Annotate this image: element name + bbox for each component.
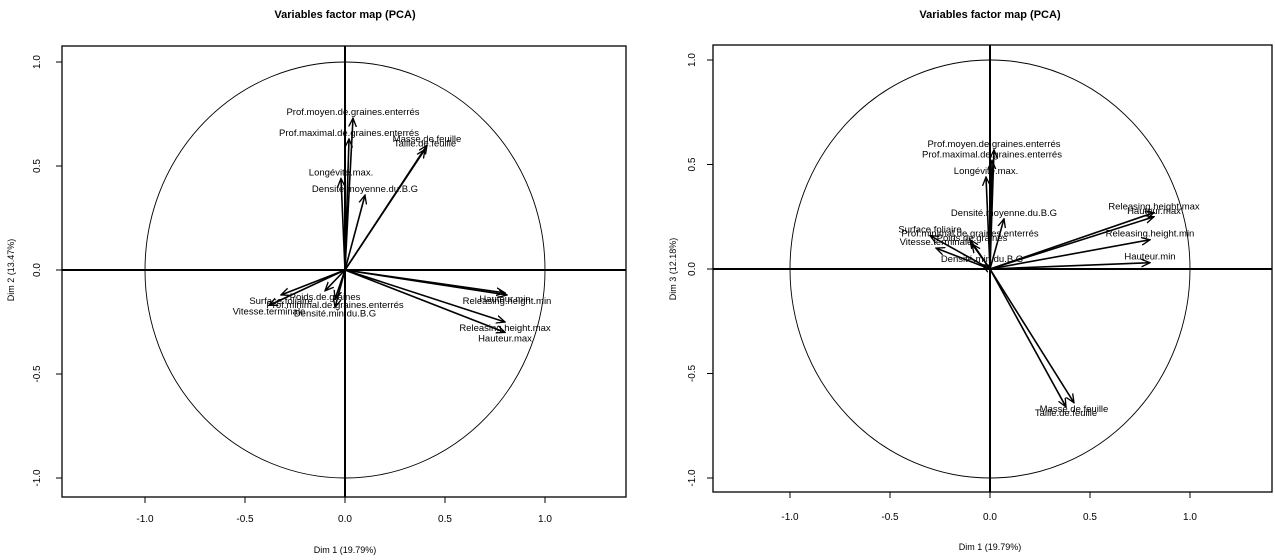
label-prof-maximal-de-graines-enterr-s: Prof.maximal.de.graines.enterrés <box>922 149 1062 160</box>
arrow-releasing-height-min <box>989 240 1150 270</box>
label-releasing-height-min: Releasing.height.min <box>1106 229 1195 240</box>
label-long-vit-max: Longévité.max. <box>309 167 373 178</box>
label-releasing-height-max: Releasing.height.max <box>459 323 551 334</box>
x-axis-label: Dim 1 (19.79%) <box>959 542 1022 552</box>
label-releasing-height-max: Releasing.height.max <box>1108 202 1200 213</box>
arrow-hauteur-max <box>344 269 505 332</box>
y-tick-label: 0.0 <box>687 262 698 276</box>
y-axis-label: Dim 2 (13.47%) <box>6 239 16 302</box>
arrow-densit-moyenne-du-b-g <box>344 195 365 271</box>
label-vitesse-terminale: Vitesse.terminale <box>233 306 306 317</box>
y-tick-label: -0.5 <box>687 364 698 382</box>
label-densit-min-du-b-g: Densité.min.du.B.G <box>294 308 376 319</box>
x-tick-label: 0.5 <box>1083 512 1097 523</box>
arrow-long-vit-max <box>341 178 345 271</box>
chart-title: Variables factor map (PCA) <box>919 9 1061 21</box>
arrow-taille-de-feuille <box>989 268 1066 407</box>
x-axis-label: Dim 1 (19.79%) <box>314 545 377 555</box>
y-tick-label: 1.0 <box>32 55 43 69</box>
x-tick-label: -1.0 <box>136 514 154 525</box>
arrow-densit-min-du-b-g <box>982 265 990 269</box>
arrow-hauteur-max <box>989 217 1154 270</box>
y-tick-label: -1.0 <box>687 469 698 487</box>
arrow-poids-de-graines <box>325 269 346 291</box>
label-prof-moyen-de-graines-enterr-s: Prof.moyen.de.graines.enterrés <box>927 139 1060 150</box>
x-tick-label: 1.0 <box>538 514 552 525</box>
label-densit-moyenne-du-b-g: Densité.moyenne.du.B.G <box>312 184 418 195</box>
y-tick-label: -0.5 <box>32 365 43 383</box>
pca-panel-dim1-dim2: Variables factor map (PCA) -1.0 -0.5 0.0 0.5… <box>6 9 627 555</box>
label-surface-foliaire: Surface.foliaire <box>249 296 312 307</box>
x-tick-label: -0.5 <box>236 514 254 525</box>
y-tick-label: 0.5 <box>687 157 698 171</box>
label-releasing-height-min: Releasing.height.min <box>463 296 552 307</box>
label-masse-de-feuille: Masse.de.feuille <box>1040 404 1109 415</box>
arrow-vitesse-terminale <box>269 269 346 307</box>
label-surface-foliaire: Surface.foliaire <box>898 225 961 236</box>
arrow-prof-maximal-de-graines-enterr-s <box>344 139 349 271</box>
arrow-surface-foliaire <box>930 236 991 270</box>
arrow-releasing-height-min <box>344 269 507 295</box>
label-hauteur-max: Hauteur.max <box>478 333 532 344</box>
arrow-densit-moyenne-du-b-g <box>989 219 1004 270</box>
y-tick-label: 0.5 <box>32 159 43 173</box>
arrow-releasing-height-max <box>344 269 505 322</box>
y-axis-label: Dim 3 (12.18%) <box>668 238 678 301</box>
label-hauteur-min: Hauteur.min <box>1124 252 1175 263</box>
arrow-masse-de-feuille <box>989 268 1074 403</box>
x-tick-label: 0.5 <box>438 514 452 525</box>
arrow-long-vit-max <box>986 177 990 270</box>
label-prof-maximal-de-graines-enterr-s: Prof.maximal.de.graines.enterrés <box>279 128 419 139</box>
arrow-taille-de-feuille <box>344 149 425 271</box>
x-tick-label: 1.0 <box>1183 512 1197 523</box>
x-tick-label: 0.0 <box>338 514 352 525</box>
pca-panel-dim1-dim3: Variables factor map (PCA) -1.0 -0.5 0.0 0.5… <box>668 9 1273 552</box>
y-tick-label: -1.0 <box>32 469 43 487</box>
x-tick-label: -1.0 <box>781 512 799 523</box>
label-taille-de-feuille: Taille.de.feuille <box>394 138 456 149</box>
arrow-densit-min-du-b-g <box>335 269 346 307</box>
label-poids-de-graines: Poids.de.graines <box>290 292 361 303</box>
y-tick-label: 0.0 <box>32 263 43 277</box>
label-hauteur-min: Hauteur.min <box>479 294 530 305</box>
label-prof-moyen-de-graines-enterr-s: Prof.moyen.de.graines.enterrés <box>286 107 419 118</box>
arrow-prof-maximal-de-graines-enterr-s <box>990 160 992 270</box>
label-hauteur-max: Hauteur.max <box>1127 206 1181 217</box>
label-long-vit-max: Longévité.max. <box>954 166 1018 177</box>
x-tick-label: 0.0 <box>983 512 997 523</box>
label-taille-de-feuille: Taille.de.feuille <box>1035 408 1097 419</box>
y-tick-label: 1.0 <box>687 53 698 67</box>
label-densit-min-du-b-g: Densité.min.du.B.G <box>941 254 1023 265</box>
label-masse-de-feuille: Masse.de.feuille <box>393 134 462 145</box>
chart-title: Variables factor map (PCA) <box>274 9 416 21</box>
label-prof-minimal-de-graines-enterr-s: Prof.minimal.de.graines.enterrés <box>901 229 1039 240</box>
label-vitesse-terminale: Vitesse.terminale <box>900 237 973 248</box>
arrow-hauteur-min <box>989 263 1150 270</box>
label-densit-moyenne-du-b-g: Densité.moyenne.du.B.G <box>951 208 1057 219</box>
label-poids-de-graines: Poids.de.graines <box>937 233 1008 244</box>
x-tick-label: -0.5 <box>881 512 899 523</box>
